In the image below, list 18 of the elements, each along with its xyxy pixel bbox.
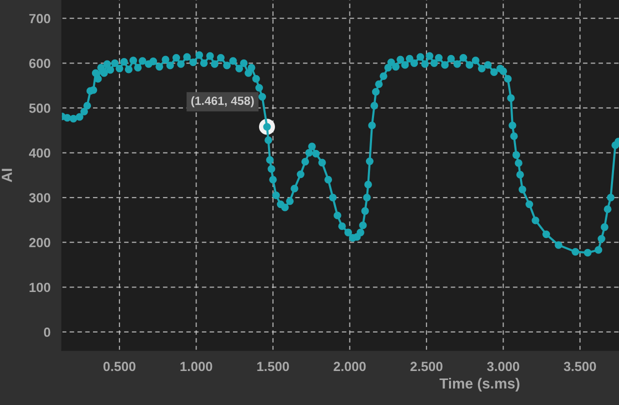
y-tick-label: 200 [29,238,50,248]
x-tick-label: 1.500 [257,362,289,372]
y-tick-label: 500 [29,104,50,113]
y-tick-label: 100 [30,282,50,292]
y-axis-title: AI [2,168,12,182]
y-tick-label: 300 [29,193,50,202]
x-tick-label: 1.000 [180,362,212,372]
x-tick-label: 0.500 [103,362,136,372]
x-tick-label: 2.000 [334,362,366,372]
x-axis-title: Time (s.ms) [440,378,520,392]
y-tick-label: 0 [44,328,50,337]
x-tick-label: 3.000 [487,362,520,372]
annotation: (1.461, 458) [191,96,254,108]
x-tick-label: 3.500 [564,362,596,372]
y-tick-label: 400 [28,148,50,158]
x-tick-label: 2.500 [410,362,442,372]
y-tick-label: 700 [29,14,50,24]
y-tick-label: 600 [29,58,50,68]
